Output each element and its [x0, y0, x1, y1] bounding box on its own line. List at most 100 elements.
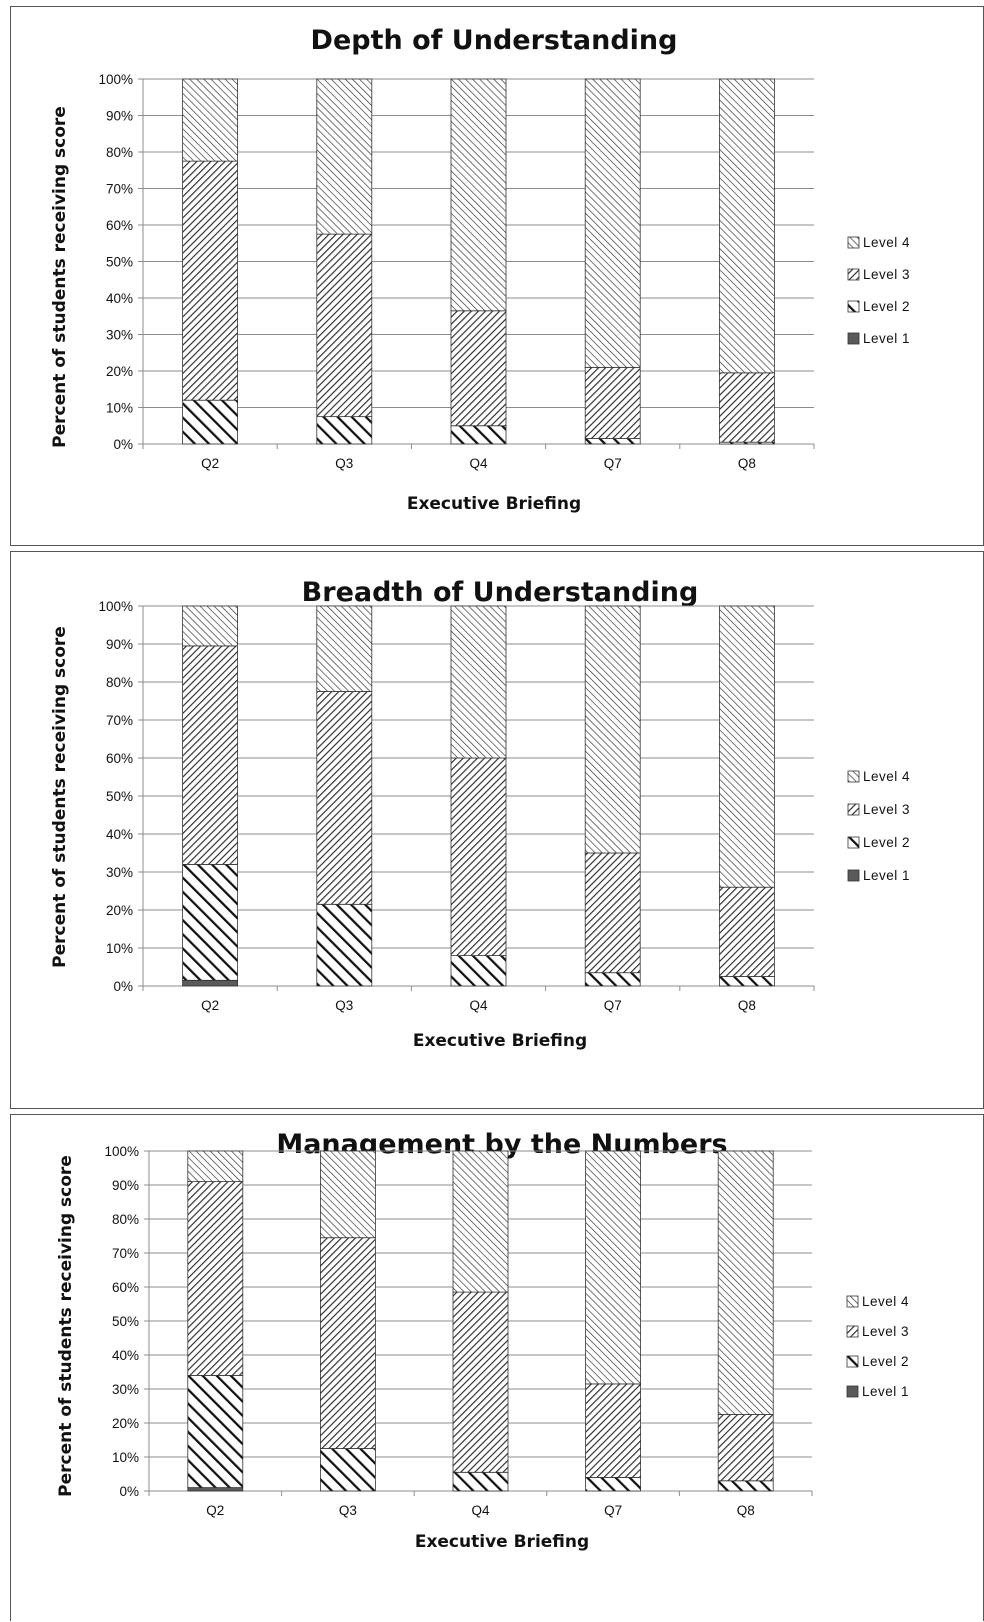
chart-title: Depth of Understanding [311, 25, 678, 56]
legend-label: Level 1 [863, 868, 910, 883]
y-tick-label: 60% [106, 218, 133, 233]
x-tick-label: Q8 [737, 1503, 755, 1518]
bar-segment-level-3-q8 [717, 1414, 774, 1482]
y-tick-label: 40% [112, 1348, 139, 1363]
bar-segment-level-2-q3 [316, 416, 373, 445]
x-tick-label: Q8 [738, 998, 756, 1013]
bar-segment-level-3-q3 [316, 691, 373, 905]
bar-segment-level-4-q2 [187, 1150, 244, 1183]
bar-segment-level-3-q4 [450, 310, 507, 427]
y-tick-label: 10% [106, 941, 133, 956]
bar-segment-level-4-q8 [719, 78, 775, 374]
legend-label: Level 3 [863, 267, 910, 282]
legend-swatch-level-3 [846, 1325, 859, 1338]
bar-segment-level-2-q3 [319, 1448, 376, 1492]
chart-title: Breadth of Understanding [302, 577, 699, 608]
legend: Level 4 Level 3 Level 2 Level 1 [847, 235, 910, 346]
y-tick-label: 30% [106, 328, 133, 343]
y-tick-label: 90% [106, 109, 133, 124]
bar-segment-level-4-q7 [585, 1150, 641, 1385]
bar-segment-level-3-q2 [182, 645, 239, 865]
legend-swatch-level-4 [846, 1295, 859, 1308]
y-tick-label: 80% [112, 1212, 139, 1227]
x-tick-label: Q2 [201, 456, 219, 471]
bar-segment-level-4-q2 [182, 605, 239, 647]
y-axis-label: Percent of students receiving score [50, 106, 70, 448]
bar-segment-level-3-q8 [719, 372, 775, 443]
x-tick-label: Q7 [604, 1503, 622, 1518]
y-tick-label: 10% [112, 1450, 139, 1465]
legend-swatch-level-1 [846, 1385, 859, 1398]
y-tick-label: 70% [106, 713, 133, 728]
bar-segment-level-3-q2 [182, 160, 239, 401]
bar-segment-level-4-q8 [719, 605, 775, 888]
y-tick-label: 20% [112, 1416, 139, 1431]
chart-panel-management: Management by the Numbers Percent of stu… [10, 1114, 984, 1621]
x-tick-label: Q2 [206, 1503, 224, 1518]
bar-segment-level-1-q2 [187, 1487, 244, 1492]
bar-segment-level-4-q7 [584, 605, 641, 854]
x-tick-label: Q7 [604, 998, 622, 1013]
y-tick-label: 100% [104, 1144, 139, 1159]
bar-segment-level-2-q4 [450, 955, 507, 987]
bar-segment-level-4-q4 [450, 605, 507, 759]
chart-panel-depth: Depth of Understanding Percent of studen… [10, 6, 984, 546]
legend-swatch-level-3 [847, 268, 860, 281]
plot-area: 0% 10% 20% 30% 40% 50% 60% 70% 80% 90% 100% Q2 Q3 Q4 Q… [104, 1144, 813, 1518]
bar-segment-level-4-q3 [319, 1150, 376, 1239]
bar-segment-level-2-q4 [452, 1471, 509, 1492]
bar-segment-level-2-q8 [719, 976, 775, 987]
y-tick-label: 90% [106, 637, 133, 652]
x-tick-label: Q3 [339, 1503, 357, 1518]
y-tick-label: 20% [106, 364, 133, 379]
bar-segment-level-2-q7 [584, 438, 641, 445]
bar-segment-level-3-q3 [316, 233, 373, 418]
x-tick-label: Q7 [604, 456, 622, 471]
y-tick-label: 60% [106, 751, 133, 766]
bar-segment-level-3-q7 [584, 366, 641, 439]
plot-area: 0% 10% 20% 30% 40% 50% 60% 70% 80% 90% 100% Q2 Q3 Q4 Q… [98, 599, 815, 1013]
y-tick-label: 90% [112, 1178, 139, 1193]
legend-label: Level 1 [863, 331, 910, 346]
plot-area: 0% 10% 20% 30% 40% 50% 60% 70% 80% 90% 100% Q2 Q3 Q4 Q… [98, 72, 815, 471]
bar-segment-level-4-q3 [316, 605, 373, 692]
legend-swatch-level-1 [847, 869, 860, 882]
y-tick-label: 0% [113, 979, 133, 994]
bar-segment-level-2-q2 [187, 1374, 244, 1488]
legend-label: Level 1 [862, 1384, 909, 1399]
x-axis-label: Executive Briefing [415, 1532, 589, 1552]
x-tick-label: Q4 [471, 1503, 490, 1518]
legend-label: Level 2 [863, 299, 910, 314]
y-tick-label: 30% [112, 1382, 139, 1397]
y-tick-label: 40% [106, 291, 133, 306]
y-tick-label: 100% [98, 72, 133, 87]
bar-segment-level-2-q7 [585, 1476, 641, 1492]
bar-segment-level-3-q4 [450, 757, 507, 957]
legend-label: Level 4 [862, 1294, 909, 1309]
y-tick-label: 0% [119, 1484, 139, 1499]
legend-label: Level 4 [863, 235, 910, 250]
chart-depth-of-understanding: Depth of Understanding Percent of studen… [50, 25, 910, 514]
legend-label: Level 4 [863, 769, 910, 784]
legend-label: Level 2 [862, 1354, 909, 1369]
bar-segment-level-4-q7 [584, 78, 641, 368]
y-tick-label: 40% [106, 827, 133, 842]
chart-breadth-of-understanding: Breadth of Understanding Percent of stud… [50, 577, 910, 1051]
bar-segment-level-3-q8 [719, 886, 775, 977]
y-tick-label: 60% [112, 1280, 139, 1295]
bar-segment-level-2-q3 [316, 903, 373, 987]
y-tick-label: 70% [106, 182, 133, 197]
legend-label: Level 3 [862, 1324, 909, 1339]
y-tick-label: 80% [106, 675, 133, 690]
y-tick-label: 0% [113, 437, 133, 452]
y-tick-label: 50% [112, 1314, 139, 1329]
x-axis-label: Executive Briefing [407, 494, 581, 514]
x-axis-label: Executive Briefing [413, 1031, 587, 1051]
y-tick-label: 80% [106, 145, 133, 160]
legend-swatch-level-2 [846, 1355, 859, 1368]
x-tick-label: Q2 [201, 998, 219, 1013]
y-axis-label: Percent of students receiving score [50, 626, 70, 968]
x-tick-label: Q4 [469, 998, 488, 1013]
bar-segment-level-3-q2 [187, 1181, 244, 1376]
x-tick-label: Q8 [738, 456, 756, 471]
